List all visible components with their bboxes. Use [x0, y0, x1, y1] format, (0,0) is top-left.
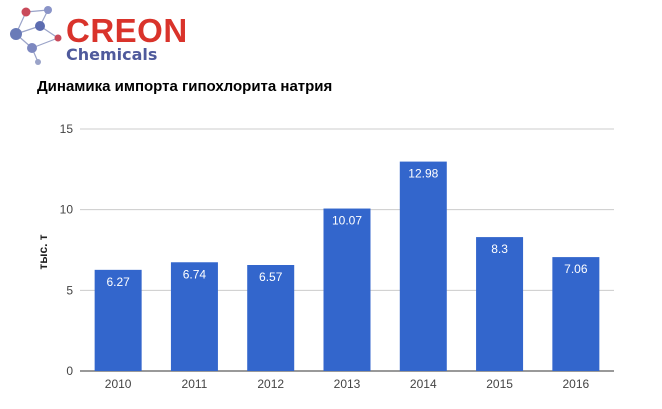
- y-tick-label: 15: [60, 122, 74, 136]
- x-tick-label: 2015: [486, 377, 513, 391]
- bar-data-label: 6.27: [106, 275, 130, 289]
- y-tick-label: 0: [66, 364, 73, 378]
- x-tick-label: 2013: [334, 377, 361, 391]
- x-tick-label: 2011: [182, 377, 208, 391]
- x-tick-label: 2012: [257, 377, 284, 391]
- creon-chemicals-logo: CREON Chemicals: [8, 4, 187, 66]
- chart-title: Динамика импорта гипохлорита натрия: [37, 78, 333, 95]
- y-tick-label: 5: [66, 283, 73, 297]
- x-tick-label: 2016: [563, 377, 590, 391]
- molecule-icon: [10, 6, 62, 65]
- logo-text-chemicals: Chemicals: [66, 45, 158, 64]
- x-tick-label: 2014: [410, 377, 437, 391]
- bar: [94, 269, 142, 371]
- bar: [170, 262, 218, 371]
- logo-text-creon: CREON: [66, 12, 188, 49]
- bar-data-label: 6.74: [183, 267, 207, 281]
- bar: [399, 161, 447, 371]
- x-tick-label: 2010: [105, 377, 132, 391]
- bar: [247, 265, 295, 371]
- bar-data-label: 7.06: [564, 262, 588, 276]
- bar: [552, 257, 600, 371]
- bar-data-label: 6.57: [259, 270, 283, 284]
- bar-data-label: 10.07: [332, 214, 362, 228]
- y-axis-label: тыс. т: [36, 234, 50, 269]
- bar: [323, 208, 371, 371]
- bar: [476, 237, 524, 371]
- bar-data-label: 12.98: [408, 167, 438, 181]
- bar-data-label: 8.3: [491, 242, 508, 256]
- y-tick-label: 10: [60, 203, 74, 217]
